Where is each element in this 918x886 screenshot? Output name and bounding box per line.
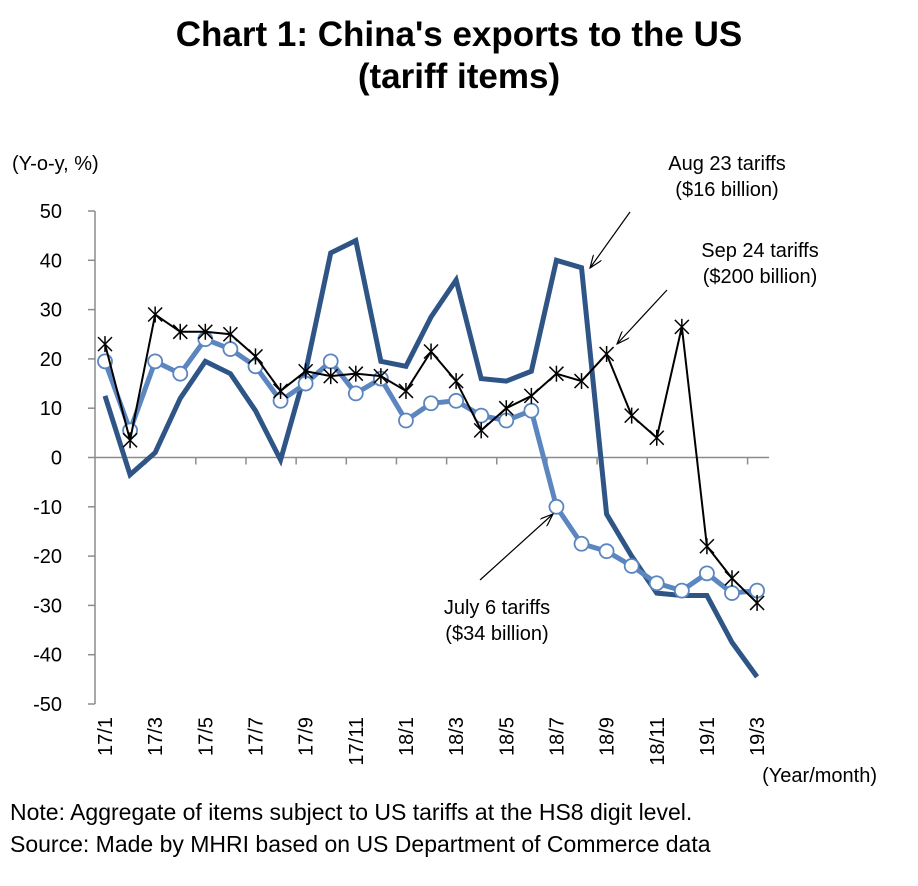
y-tick-label: 20 bbox=[40, 349, 62, 371]
x-tick-label: 18/9 bbox=[597, 717, 619, 756]
data-point bbox=[97, 336, 113, 353]
annotation-label: ($200 billion) bbox=[703, 266, 818, 288]
chart-title-line-2: (tariff items) bbox=[357, 57, 561, 96]
x-tick-label: 18/11 bbox=[647, 717, 669, 766]
x-axis-label: (Year/month) bbox=[762, 765, 877, 787]
data-point bbox=[222, 341, 239, 357]
data-point bbox=[623, 558, 640, 574]
data-point bbox=[624, 407, 640, 424]
data-point bbox=[599, 345, 615, 362]
data-point bbox=[548, 498, 565, 515]
chart-source: Source: Made by MHRI based on US Departm… bbox=[10, 831, 711, 857]
chart-note: Note: Aggregate of items subject to US t… bbox=[10, 799, 693, 825]
data-point bbox=[122, 432, 138, 449]
annotation-label: Aug 23 tariffs bbox=[668, 153, 785, 175]
data-point bbox=[548, 365, 564, 382]
data-point bbox=[398, 412, 414, 429]
data-point bbox=[398, 382, 414, 399]
x-tick-label: 17/7 bbox=[245, 717, 267, 756]
data-point bbox=[724, 585, 740, 601]
x-tick-label: 17/3 bbox=[145, 717, 167, 756]
x-tick-label: 19/3 bbox=[747, 717, 769, 756]
y-tick-label: 10 bbox=[40, 398, 62, 420]
data-point bbox=[147, 353, 164, 370]
data-point bbox=[749, 594, 765, 611]
data-point bbox=[448, 392, 465, 409]
data-point bbox=[573, 373, 590, 390]
annotation-label: Sep 24 tariffs bbox=[701, 240, 818, 262]
x-tick-label: 18/5 bbox=[496, 717, 518, 756]
data-point bbox=[423, 343, 439, 360]
x-tick-label: 17/11 bbox=[346, 717, 368, 766]
data-point bbox=[348, 365, 364, 382]
data-point bbox=[724, 570, 740, 587]
data-point bbox=[448, 373, 464, 390]
data-point bbox=[222, 326, 238, 343]
data-point bbox=[648, 575, 665, 592]
x-tick-label: 17/1 bbox=[95, 717, 117, 756]
data-point bbox=[423, 395, 439, 412]
annotation-arrow bbox=[617, 289, 668, 344]
data-point bbox=[523, 387, 539, 404]
data-point bbox=[473, 422, 489, 439]
data-point bbox=[573, 535, 590, 552]
annotation-label: ($16 billion) bbox=[675, 179, 778, 201]
annotation-label: ($34 billion) bbox=[445, 623, 548, 645]
data-point bbox=[347, 385, 364, 402]
data-point bbox=[673, 582, 690, 599]
data-point bbox=[197, 323, 213, 340]
annotation-label: July 6 tariffs bbox=[444, 597, 550, 619]
data-point bbox=[323, 368, 339, 385]
x-tick-label: 17/5 bbox=[195, 717, 217, 756]
y-tick-label: -20 bbox=[33, 546, 62, 568]
data-point bbox=[699, 538, 715, 555]
annotation-arrow bbox=[479, 514, 553, 581]
series-line bbox=[102, 236, 760, 679]
data-point bbox=[172, 323, 188, 340]
y-tick-label: -40 bbox=[33, 645, 62, 667]
data-point bbox=[247, 348, 264, 365]
y-tick-label: 40 bbox=[40, 250, 62, 272]
annotation-arrow bbox=[590, 211, 631, 268]
data-point bbox=[598, 543, 615, 560]
data-point bbox=[273, 382, 289, 399]
data-point bbox=[147, 306, 163, 323]
data-point bbox=[298, 363, 314, 380]
x-tick-label: 18/7 bbox=[546, 717, 568, 756]
data-point bbox=[523, 402, 540, 419]
x-tick-label: 18/3 bbox=[446, 717, 468, 756]
x-tick-label: 19/1 bbox=[697, 717, 719, 756]
y-tick-label: 50 bbox=[40, 201, 62, 223]
y-tick-label: 0 bbox=[51, 448, 62, 470]
x-tick-label: 18/1 bbox=[396, 717, 418, 756]
data-point bbox=[373, 368, 389, 385]
y-tick-label: -50 bbox=[33, 694, 62, 716]
y-tick-label: -30 bbox=[33, 595, 62, 617]
data-point bbox=[322, 353, 339, 370]
chart-title-line-1: Chart 1: China's exports to the US bbox=[175, 15, 743, 54]
series-line bbox=[102, 336, 758, 596]
data-point bbox=[172, 365, 189, 382]
y-tick-label: -10 bbox=[33, 497, 62, 519]
data-point bbox=[674, 318, 690, 335]
y-tick-label: 30 bbox=[40, 300, 62, 322]
data-point bbox=[699, 565, 715, 582]
x-tick-label: 17/9 bbox=[296, 717, 318, 756]
y-axis-label: (Y-o-y, %) bbox=[12, 153, 99, 175]
chart-title: Chart 1: China's exports to the US (tari… bbox=[0, 14, 918, 98]
data-point bbox=[649, 429, 665, 446]
data-point bbox=[498, 400, 514, 417]
